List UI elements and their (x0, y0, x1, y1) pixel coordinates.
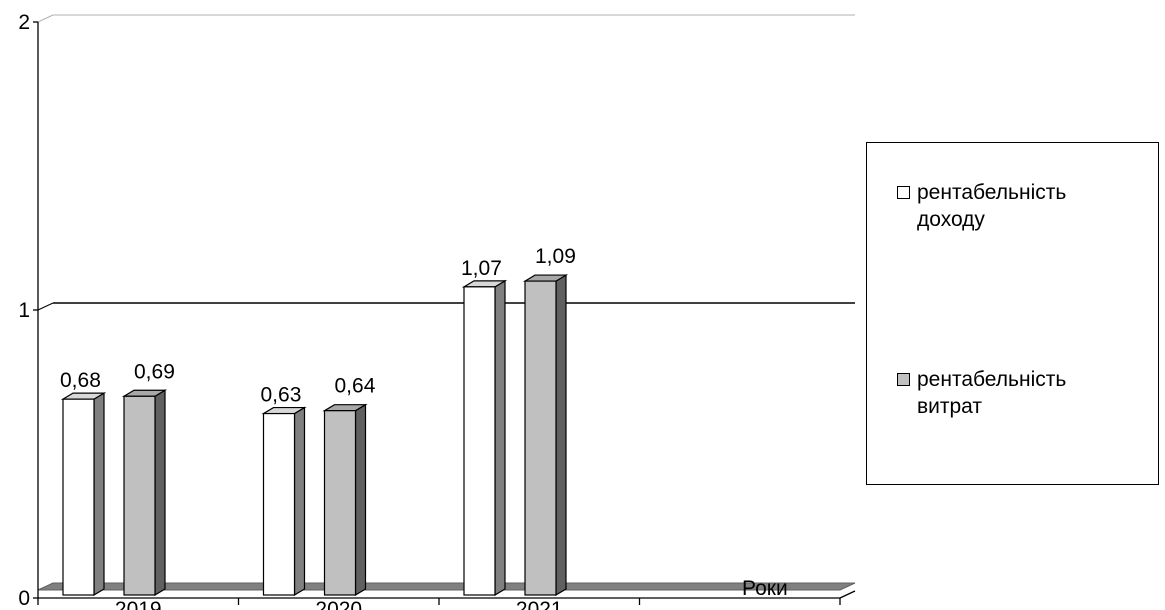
data-label: 0,68 (60, 369, 101, 392)
legend-label-costs: рентабельність витрат (917, 368, 1067, 418)
bar-front (123, 395, 156, 596)
bar (322, 403, 368, 597)
bar (261, 406, 307, 597)
y-tick-label: 1 (18, 299, 30, 322)
side-wall-top-edge (37, 14, 54, 23)
bar-side (93, 392, 105, 597)
bar-side (555, 274, 567, 597)
bar-front (463, 286, 496, 596)
plot-floor (37, 582, 856, 591)
bar (121, 389, 168, 597)
bar-side (154, 389, 166, 597)
bar-side (354, 403, 367, 597)
data-label: 0,69 (134, 360, 175, 383)
x-tick-label: 2019 (115, 598, 162, 610)
legend: рентабельність доходу рентабельність вит… (866, 142, 1159, 485)
bar-side (293, 406, 306, 597)
bar (522, 274, 569, 597)
x-tick-label: 2021 (516, 598, 563, 610)
x-tick-label: 2020 (315, 598, 362, 610)
plot-side-wall (38, 15, 53, 590)
plot-back-wall (53, 15, 855, 583)
legend-label-income: рентабельність доходу (917, 181, 1067, 231)
bar-front (62, 398, 95, 596)
x-axis-depth-line (839, 590, 856, 599)
x-axis-title: Роки (742, 577, 788, 600)
bar-side (494, 279, 506, 597)
y-tick-label: 2 (18, 11, 30, 34)
bar (60, 392, 107, 597)
y-tick-label: 0 (18, 587, 30, 610)
legend-swatch-income (897, 186, 910, 199)
legend-item-costs: рентабельність витрат (897, 366, 1132, 420)
gridline-side (37, 302, 54, 311)
data-label: 1,07 (461, 257, 502, 280)
bar (461, 279, 508, 597)
data-label: 0,64 (335, 375, 376, 398)
bar-front (323, 410, 357, 596)
legend-swatch-costs (897, 373, 910, 386)
bar-front (262, 412, 296, 596)
legend-item-income: рентабельність доходу (897, 179, 1132, 233)
data-label: 0,63 (261, 384, 302, 407)
data-label: 1,09 (535, 245, 576, 268)
bar-front (524, 280, 557, 596)
